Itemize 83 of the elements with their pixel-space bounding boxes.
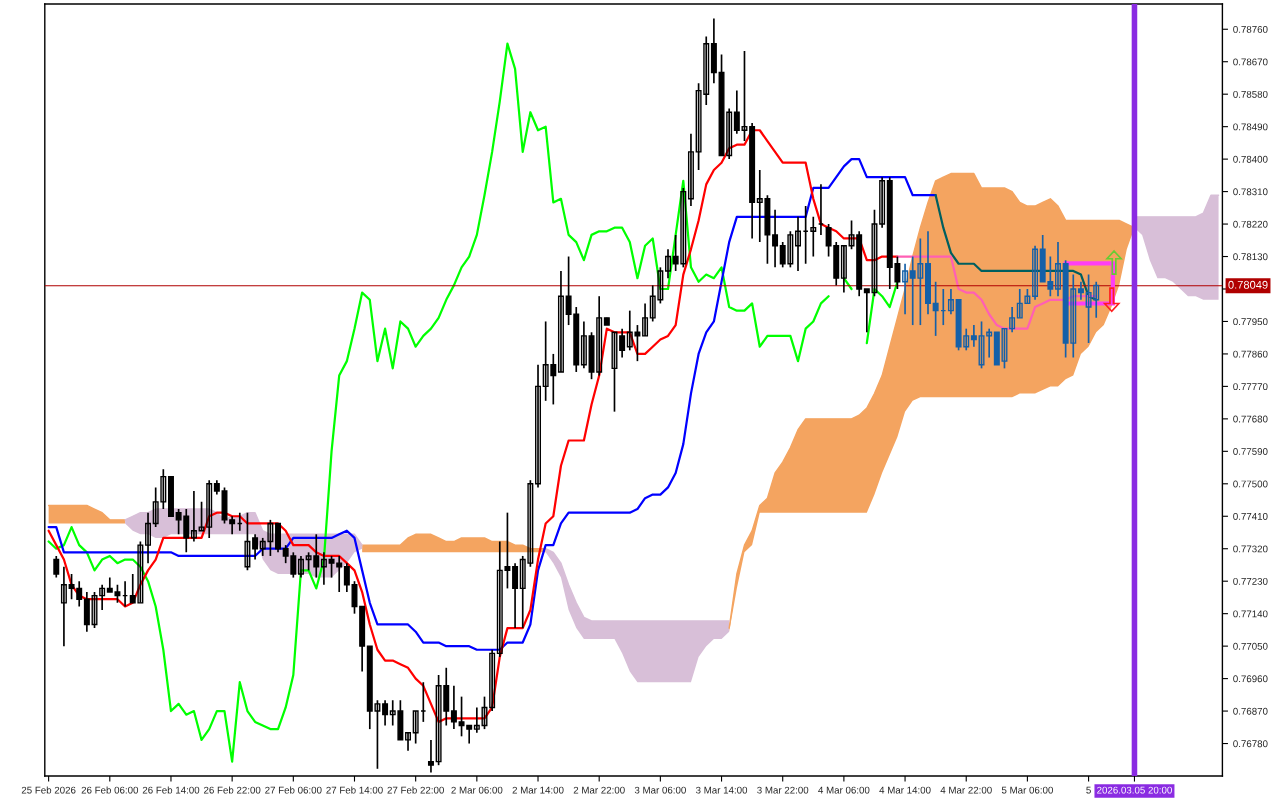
candlestick — [297, 555, 304, 579]
x-tick-label: 26 Feb 14:00 — [142, 786, 200, 794]
x-tick-label: 26 Feb 06:00 — [81, 786, 139, 794]
candlestick — [810, 216, 817, 258]
x-tick-label: 2 Mar 14:00 — [512, 786, 564, 794]
candlestick — [879, 176, 886, 229]
y-tick-label: 0.78760 — [1233, 25, 1268, 33]
candlestick — [489, 648, 496, 712]
x-tick-label: 4 Mar 06:00 — [818, 786, 870, 794]
y-tick-label: 0.77770 — [1233, 383, 1268, 391]
y-tick-label: 0.77410 — [1233, 513, 1268, 520]
candlestick — [53, 555, 60, 579]
line-series — [47, 158, 937, 651]
candlestick — [1077, 280, 1084, 301]
y-tick-label: 0.77680 — [1233, 415, 1268, 423]
x-tick-label: 5 — [1086, 786, 1091, 794]
candlestick — [405, 731, 412, 752]
y-tick-label: 0.78400 — [1233, 155, 1268, 163]
candlestick — [382, 699, 389, 727]
candlestick — [932, 280, 939, 337]
y-tick-label: 0.77590 — [1233, 448, 1268, 455]
y-tick-label: 0.77140 — [1233, 610, 1268, 618]
candlestick — [619, 327, 626, 359]
x-tick-label: 27 Feb 22:00 — [387, 786, 444, 794]
candlestick — [580, 320, 587, 370]
candlestick — [427, 739, 434, 774]
candlestick — [611, 331, 618, 413]
y-tick-label: 0.76960 — [1233, 675, 1268, 683]
x-tick-label: 3 Mar 14:00 — [695, 786, 748, 794]
y-tick-label: 0.78670 — [1233, 58, 1268, 66]
x-tick-label: 2 Mar 22:00 — [573, 786, 625, 794]
ref-line-label: 0.78049 — [1228, 280, 1268, 289]
y-tick-label: 0.76870 — [1233, 707, 1268, 715]
candlestick — [412, 710, 419, 745]
y-tick-label: 0.78130 — [1233, 253, 1268, 261]
candlestick — [970, 324, 977, 348]
candlestick — [535, 363, 542, 489]
candlestick — [60, 565, 67, 647]
x-tick-label: 2026.03.05 20:00 — [1097, 786, 1172, 794]
candlestick — [512, 562, 519, 629]
y-tick-label: 0.77230 — [1233, 577, 1268, 585]
x-tick-label: 26 Feb 22:00 — [203, 786, 261, 794]
y-tick-label: 0.78310 — [1233, 188, 1268, 196]
candlestick — [244, 511, 251, 572]
candlestick — [252, 533, 259, 561]
candlestick — [642, 302, 649, 337]
candlestick — [1055, 241, 1061, 298]
y-tick-label: 0.77860 — [1233, 350, 1268, 358]
candlestick — [145, 511, 152, 564]
x-tick-label: 4 Mar 22:00 — [940, 786, 992, 794]
candlestick — [320, 551, 327, 586]
candlestick — [947, 288, 954, 316]
candlestick — [772, 208, 779, 269]
candlestick — [840, 244, 847, 294]
y-tick-label: 0.78490 — [1233, 123, 1268, 131]
x-tick-label: 5 Mar 06:00 — [1001, 786, 1053, 794]
candlestick — [557, 270, 564, 373]
y-tick-label: 0.78580 — [1233, 90, 1268, 98]
candlestick — [1009, 306, 1016, 334]
x-tick-label: 2 Mar 06:00 — [451, 786, 503, 794]
x-tick-label: 25 Feb 2026 — [21, 786, 76, 794]
candlestick — [665, 248, 671, 280]
x-tick-label: 4 Mar 14:00 — [879, 786, 931, 794]
candlestick — [99, 583, 106, 611]
x-tick-label: 3 Mar 06:00 — [634, 786, 686, 794]
y-tick-label: 0.77050 — [1233, 642, 1268, 650]
candlestick — [229, 515, 236, 536]
candlestick — [91, 591, 98, 629]
candlestick — [190, 490, 197, 543]
y-tick-label: 0.77950 — [1233, 318, 1268, 326]
y-tick-label: 0.76780 — [1233, 740, 1268, 748]
y-tick-label: 0.78220 — [1233, 220, 1268, 228]
x-tick-label: 27 Feb 06:00 — [265, 786, 322, 794]
candlestick — [795, 216, 801, 272]
x-tick-label: 27 Feb 14:00 — [326, 786, 383, 794]
candlestick — [1032, 244, 1039, 301]
y-tick-label: 0.77500 — [1233, 480, 1268, 488]
candlestick — [450, 684, 457, 730]
candlestick — [687, 133, 694, 207]
candlestick — [902, 262, 909, 316]
x-tick-label: 3 Mar 22:00 — [757, 786, 809, 794]
y-tick-label: 0.77320 — [1233, 545, 1268, 553]
candlestick — [343, 562, 350, 593]
